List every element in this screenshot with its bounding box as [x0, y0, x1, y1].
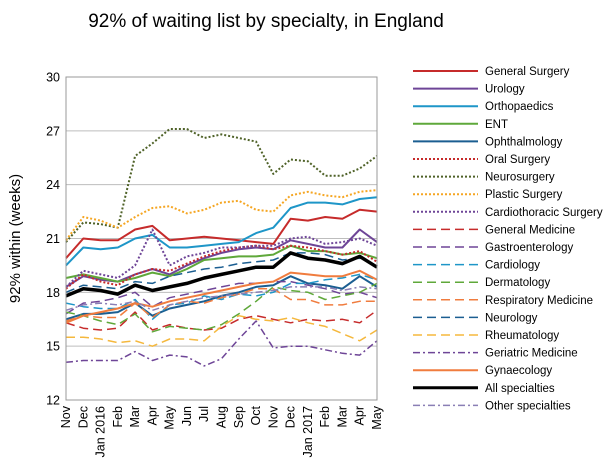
x-tick-label: Jun [180, 406, 194, 426]
legend-label: Other specialties [485, 400, 571, 412]
legend-label: General Surgery [485, 66, 570, 78]
series-line [65, 282, 378, 333]
legend-label: Cardiothoracic Surgery [485, 207, 603, 219]
series-line [65, 228, 378, 288]
plot-frame [65, 76, 378, 401]
y-tick-label: 18 [46, 286, 60, 300]
legend-label: Rheumatology [485, 330, 559, 342]
y-tick-label: 21 [46, 232, 60, 246]
legend-label: Neurology [485, 312, 538, 324]
x-tick-label: Dec [284, 406, 298, 428]
x-tick-label: May [163, 405, 177, 429]
x-tick-label: Jul [197, 406, 211, 422]
x-tick-label: Sep [232, 406, 246, 428]
x-tick-label: Oct [249, 405, 263, 425]
series-line [65, 244, 378, 283]
series-line [65, 320, 378, 367]
series-line [65, 128, 378, 243]
legend-label: Oral Surgery [485, 154, 550, 166]
series-line [65, 251, 378, 298]
x-tick-label: Jan 2017 [301, 406, 315, 457]
x-tick-label: Apr [353, 406, 367, 425]
legend-label: Neurosurgery [485, 172, 555, 184]
y-tick-label: 27 [46, 124, 60, 138]
legend-label: Ophthalmology [485, 136, 563, 148]
series-line [65, 280, 378, 315]
chart-title: 92% of waiting list by specialty, in Eng… [88, 11, 444, 32]
y-tick-label: 30 [46, 71, 60, 85]
y-tick-label: 24 [46, 178, 60, 192]
series-lines [65, 128, 378, 367]
x-tick-label: Dec [76, 406, 90, 428]
legend-label: Orthopaedics [485, 101, 554, 113]
legend-label: Urology [485, 84, 525, 96]
x-tick-labels: Nov Dec Jan 2016 Feb Mar Apr May Jun Jul Aug Sep Oc… [59, 405, 384, 457]
series-line [65, 286, 378, 312]
legend-label: All specialties [485, 383, 555, 395]
series-line [65, 269, 378, 324]
legend-label: Respiratory Medicine [485, 295, 593, 307]
legend-label: Gynaecology [485, 365, 552, 377]
x-tick-label: May [370, 405, 384, 429]
legend-label: Plastic Surgery [485, 189, 563, 201]
x-tick-label: Mar [128, 406, 142, 428]
series-line [65, 252, 378, 293]
x-tick-label: Nov [59, 405, 73, 428]
series-line [65, 208, 378, 259]
series-line [65, 309, 378, 331]
x-tick-label: Aug [215, 406, 229, 428]
legend-label: Dermatology [485, 277, 550, 289]
legend-label: ENT [485, 119, 508, 131]
series-line [66, 314, 378, 347]
series-line [65, 189, 378, 241]
legend-label: Cardiology [485, 260, 540, 272]
y-tick-labels: 12 15 18 21 24 27 30 [46, 71, 60, 408]
legend: General Surgery Urology Orthopaedics ENT Oph… [413, 66, 603, 412]
x-tick-label: Feb [111, 406, 125, 428]
x-tick-label: Apr [145, 406, 159, 425]
x-tick-label: Feb [318, 406, 332, 428]
y-tick-label: 12 [46, 394, 60, 408]
series-line [65, 287, 377, 322]
series-line [65, 196, 378, 267]
x-tick-label: Nov [266, 405, 280, 428]
y-tick-label: 15 [46, 340, 60, 354]
series-line [65, 273, 378, 321]
x-tick-label: Mar [335, 406, 349, 428]
legend-label: Gastroenterology [485, 242, 573, 254]
legend-label: Geriatric Medicine [485, 348, 578, 360]
y-axis-label: 92% within (weeks) [7, 174, 24, 303]
legend-label: General Medicine [485, 224, 575, 236]
x-tick-label: Jan 2016 [94, 406, 108, 457]
